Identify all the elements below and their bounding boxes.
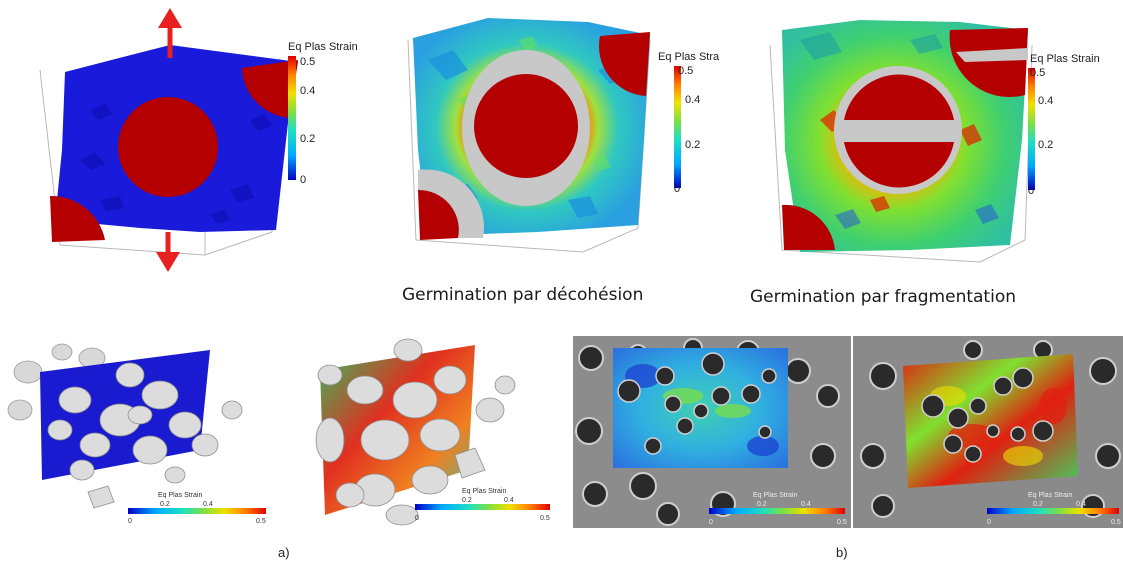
svg-text:Eq Plas Strain: Eq Plas Strain: [1028, 492, 1072, 499]
svg-text:0.5: 0.5: [678, 65, 693, 77]
svg-text:0.2: 0.2: [1038, 139, 1053, 151]
svg-text:0: 0: [1028, 185, 1034, 197]
caption-decohesion: Germination par décohésion: [402, 285, 644, 305]
colorbar-horizontal: Eq Plas Strain 0.2 0.4 0 0.5: [987, 492, 1121, 526]
panel-initial-cube: Eq Plas Strain 0.5 0.4 0.2 0: [39, 8, 358, 272]
colorbar-horizontal: Eq Plas Strain 0.2 0.4 0 0.5: [709, 492, 847, 526]
svg-text:0.5: 0.5: [540, 515, 550, 522]
svg-text:0: 0: [300, 174, 306, 186]
sublabel-b: b): [836, 545, 848, 560]
svg-text:0.4: 0.4: [1076, 501, 1086, 508]
corner-particle: [242, 60, 298, 118]
svg-text:0.4: 0.4: [203, 501, 213, 508]
svg-text:Eq Plas Strain: Eq Plas Strain: [158, 492, 202, 499]
panel-sem-strain-high: Eq Plas Strain 0.2 0.4 0 0.5: [853, 336, 1123, 528]
panel-3d-particles-initial: Eq Plas Strain 0.2 0.4 0 0.5: [7, 343, 266, 525]
tensile-arrow-up: [158, 8, 182, 58]
svg-text:0: 0: [128, 518, 132, 525]
svg-text:0.2: 0.2: [1033, 501, 1043, 508]
svg-text:0: 0: [987, 519, 991, 526]
svg-text:0.2: 0.2: [300, 133, 315, 145]
corner-particle: [50, 195, 105, 242]
caption-fragmentation: Germination par fragmentation: [750, 287, 1016, 307]
colorbar: Eq Plas Stra 0.5 0.4 0.2 0: [658, 51, 720, 195]
svg-text:0.5: 0.5: [1030, 67, 1045, 79]
corner-particle: [782, 204, 835, 250]
svg-text:0.2: 0.2: [160, 501, 170, 508]
corner-particle: [949, 28, 1028, 98]
colorbar-horizontal: Eq Plas Strain 0.2 0.4 0 0.5: [128, 492, 266, 525]
svg-text:0.5: 0.5: [256, 518, 266, 525]
fragmented-particle: [834, 66, 962, 194]
svg-text:0.4: 0.4: [300, 85, 315, 97]
svg-text:Eq Plas Stra: Eq Plas Stra: [658, 51, 720, 63]
svg-text:0: 0: [674, 183, 680, 195]
svg-text:0.2: 0.2: [757, 501, 767, 508]
svg-text:0: 0: [415, 515, 419, 522]
svg-text:0.2: 0.2: [462, 497, 472, 504]
svg-text:Eq Plas Strain: Eq Plas Strain: [462, 488, 506, 495]
panel-3d-particles-deformed: Eq Plas Strain 0.2 0.4 0 0.5: [315, 338, 550, 526]
sublabel-a: a): [278, 545, 290, 560]
svg-text:Eq Plas Strain: Eq Plas Strain: [288, 41, 358, 53]
svg-text:0.5: 0.5: [1111, 519, 1121, 526]
svg-text:Eq Plas Strain: Eq Plas Strain: [753, 492, 797, 499]
panel-fragmentation: Eq Plas Strain 0.5 0.4 0.2 0: [769, 20, 1100, 263]
corner-particle: [598, 32, 650, 96]
void-decohesion: [462, 50, 590, 206]
panel-sem-strain-low: Eq Plas Strain 0.2 0.4 0 0.5: [573, 336, 851, 528]
svg-text:0.5: 0.5: [837, 519, 847, 526]
svg-text:0.4: 0.4: [801, 501, 811, 508]
corner-particle: [418, 189, 459, 240]
svg-text:0.4: 0.4: [1038, 95, 1053, 107]
corner-void: [418, 169, 484, 238]
svg-text:Eq Plas Strain: Eq Plas Strain: [1030, 53, 1100, 65]
svg-text:0: 0: [709, 519, 713, 526]
central-particle: [474, 74, 578, 178]
svg-text:0.4: 0.4: [504, 497, 514, 504]
central-particle: [118, 97, 218, 197]
colorbar: Eq Plas Strain 0.5 0.4 0.2 0: [288, 41, 358, 186]
svg-text:0.2: 0.2: [685, 139, 700, 151]
svg-text:0.5: 0.5: [300, 56, 315, 68]
colorbar-horizontal: Eq Plas Strain 0.2 0.4 0 0.5: [415, 488, 550, 522]
svg-text:0.4: 0.4: [685, 94, 700, 106]
tensile-arrow-down: [156, 232, 180, 272]
colorbar: Eq Plas Strain 0.5 0.4 0.2 0: [1028, 53, 1100, 197]
panel-decohesion: Eq Plas Stra 0.5 0.4 0.2 0: [407, 18, 720, 253]
